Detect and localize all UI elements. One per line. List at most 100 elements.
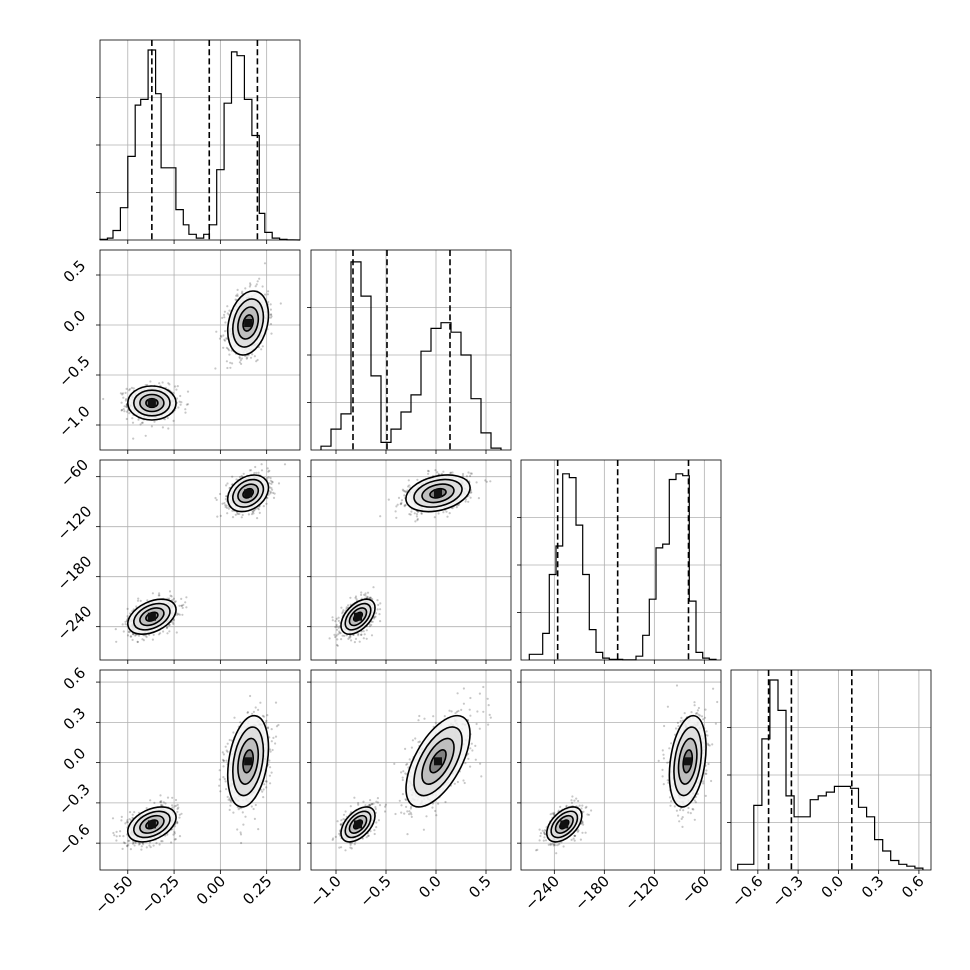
- contour-line: [344, 602, 372, 631]
- scatter-point: [270, 315, 273, 318]
- scatter-point: [176, 822, 179, 825]
- scatter-point: [169, 594, 172, 597]
- scatter-point: [171, 621, 174, 624]
- scatter-point: [434, 469, 437, 472]
- scatter-point: [122, 835, 125, 838]
- panel-content: [311, 460, 511, 660]
- scatter-point: [174, 385, 177, 388]
- contour-line: [348, 607, 368, 627]
- scatter-point: [256, 517, 259, 520]
- scatter-point: [343, 634, 346, 638]
- scatter-point: [273, 492, 276, 495]
- scatter-point: [172, 597, 175, 600]
- scatter-point: [158, 843, 161, 846]
- scatter-point: [341, 612, 344, 615]
- scatter-point: [225, 504, 228, 507]
- scatter-point: [364, 592, 367, 595]
- scatter-point: [350, 639, 353, 642]
- scatter-point: [151, 638, 154, 641]
- scatter-point: [341, 610, 344, 614]
- scatter-point: [269, 316, 272, 319]
- scatter-point: [127, 839, 130, 843]
- scatter-point: [244, 287, 247, 290]
- scatter-point: [408, 513, 411, 516]
- scatter-point: [354, 596, 357, 599]
- scatter-point: [226, 305, 229, 308]
- scatter-point: [127, 843, 130, 847]
- scatter-point: [467, 500, 470, 503]
- scatter-point: [174, 804, 178, 807]
- panel-frame: [520, 459, 722, 661]
- scatter-point: [115, 835, 118, 838]
- scatter-point: [141, 638, 144, 641]
- hist-panel-1: [307, 249, 512, 454]
- scatter-point: [132, 633, 135, 636]
- scatter-point: [269, 491, 273, 494]
- scatter-point: [236, 288, 239, 291]
- scatter-point: [184, 411, 187, 414]
- scatter-point: [124, 822, 127, 825]
- hist-panel-0: [96, 39, 301, 244]
- scatter-point: [372, 586, 375, 589]
- scatter-point: [167, 382, 170, 385]
- scatter-point: [249, 356, 253, 359]
- scatter-point: [335, 617, 338, 621]
- scatter-point: [365, 637, 368, 640]
- scatter-point: [155, 842, 158, 845]
- contour-line: [421, 483, 455, 504]
- scatter-point: [115, 640, 118, 643]
- scatter-point: [336, 643, 339, 647]
- scatter-point: [377, 603, 380, 607]
- scatter-point: [132, 387, 135, 390]
- contour-line: [145, 397, 159, 409]
- scatter-point: [400, 501, 403, 504]
- scatter-point: [354, 637, 358, 641]
- scatter-point: [357, 632, 360, 636]
- scatter-point: [223, 310, 226, 313]
- scatter-point: [221, 502, 224, 505]
- panel-frame: [99, 39, 301, 241]
- scatter-point: [433, 516, 436, 519]
- scatter-point: [159, 632, 162, 635]
- histogram-3: [737, 679, 924, 870]
- scatter-point: [180, 401, 183, 404]
- scatter-point: [218, 492, 222, 496]
- scatter-point: [262, 505, 265, 508]
- scatter-point: [376, 599, 379, 602]
- scatter-point: [222, 334, 225, 337]
- contour-line: [429, 487, 447, 499]
- scatter-point: [144, 434, 147, 437]
- scatter-point: [395, 516, 398, 519]
- scatter-point: [345, 607, 348, 611]
- scatter-point: [126, 821, 129, 824]
- scatter-point: [228, 309, 231, 312]
- scatter-point: [277, 482, 281, 485]
- scatter-point: [139, 423, 142, 426]
- scatter-point: [184, 408, 187, 411]
- scatter-point: [337, 616, 340, 619]
- scatter-point: [256, 358, 259, 362]
- contour-line: [226, 290, 270, 356]
- panel-frame: [99, 459, 301, 661]
- scatter-point: [227, 347, 230, 350]
- scatter-point: [145, 846, 148, 849]
- scatter-point: [373, 615, 376, 619]
- scatter-point: [119, 830, 122, 833]
- scatter-point: [176, 810, 179, 814]
- scatter-point: [185, 606, 188, 609]
- scatter-point: [158, 382, 161, 385]
- panel-content: [100, 670, 300, 870]
- scatter-point: [224, 321, 227, 324]
- scatter-point: [159, 801, 163, 804]
- scatter-point: [219, 514, 222, 518]
- scatter-point: [137, 418, 140, 421]
- scatter-point: [415, 515, 418, 518]
- scatter-point: [261, 285, 264, 288]
- scatter-point: [369, 596, 372, 599]
- scatter-point: [125, 405, 128, 409]
- scatter-point: [124, 391, 127, 394]
- scatter-point: [235, 294, 238, 297]
- scatter-point: [121, 392, 125, 395]
- scatter-point: [129, 635, 132, 638]
- scatter-point: [258, 277, 261, 280]
